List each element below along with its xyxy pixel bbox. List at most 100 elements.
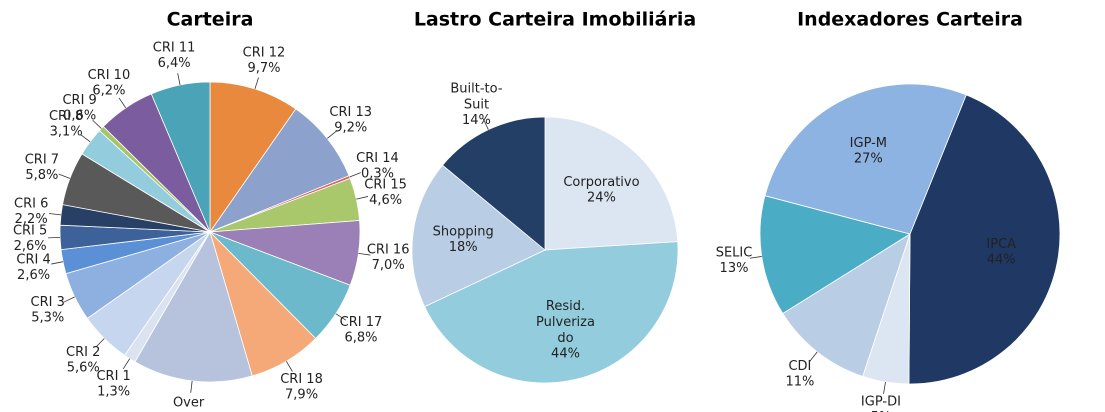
slice-label: CRI 13 (329, 104, 372, 119)
text-line: CRI 12 (243, 45, 286, 60)
value-label: 7,9% (285, 387, 318, 402)
text-line: Shopping (433, 224, 494, 239)
leader-line (63, 296, 75, 303)
leader-line (356, 196, 369, 200)
text-line: Built-to- (450, 81, 502, 96)
text-line: CRI 15 (364, 177, 407, 192)
leader-line (358, 252, 371, 256)
pie-slice (908, 94, 1061, 385)
leader-line (51, 261, 64, 265)
value-label: 9,2% (334, 120, 367, 135)
text-line: CRI 3 (31, 294, 65, 309)
leader-line (92, 119, 102, 129)
slice-label: CRI 6 (14, 196, 48, 211)
slice-label: Corporativo (563, 174, 639, 189)
text-line: IGP-DI (861, 394, 901, 409)
value-label: 24% (587, 190, 616, 205)
leader-line (809, 351, 818, 362)
value-label: 6,2% (92, 84, 125, 99)
value-label: 44% (551, 346, 580, 361)
slice-label: CRI 7 (25, 152, 59, 167)
chart-title: Indexadores Carteira (797, 9, 1023, 31)
chart-title: Carteira (167, 9, 254, 31)
pie-slice (782, 233, 911, 377)
text-line: Over (173, 395, 205, 410)
value-label: 4,6% (369, 193, 402, 208)
value-label: 2,6% (14, 239, 47, 254)
slice-label: SELIC (716, 245, 753, 260)
slice-label: CRI 3 (31, 294, 65, 309)
leader-line (482, 118, 489, 130)
slice-label: CRI 14 (356, 151, 399, 166)
text-line: CDI (788, 358, 811, 373)
slice-label: Over (173, 395, 205, 410)
leader-line (49, 213, 62, 216)
pie-slice (764, 83, 967, 235)
pie-slice (411, 164, 546, 308)
pie-slice (544, 116, 679, 251)
value-label: 7,0% (372, 258, 405, 273)
text-line: CRI 14 (356, 151, 399, 166)
value-label: 5,8% (25, 168, 58, 183)
value-label: 27% (854, 151, 883, 166)
leader-line (349, 172, 361, 178)
slice-label: CRI 2 (66, 344, 100, 359)
slice-label: CRI 15 (364, 177, 407, 192)
slice-label: Resid. Pulveriza do (536, 298, 595, 345)
chart-title: Lastro Carteira Imobiliária (414, 9, 696, 31)
slice-label: CRI 5 (13, 223, 47, 238)
text-line: CRI 16 (367, 242, 410, 257)
leader-line (58, 173, 71, 179)
slice-label: IPCA (986, 237, 1016, 252)
text-line: do (557, 330, 573, 345)
leader-line (177, 73, 181, 86)
slice-label: CDI (788, 358, 811, 373)
text-line: CRI 1 (96, 369, 130, 384)
text-line: CRI 11 (153, 40, 196, 55)
value-label: 9,7% (247, 61, 280, 76)
slice-label: IGP-M (850, 135, 887, 150)
value-label: 5,6% (67, 360, 100, 375)
text-line: CRI 6 (14, 196, 48, 211)
text-line: CRI 7 (25, 152, 59, 167)
leader-line (327, 130, 337, 139)
value-label: 18% (449, 240, 478, 255)
text-line: CRI 2 (66, 344, 100, 359)
text-line: CRI 17 (340, 315, 383, 330)
slice-label: CRI 17 (340, 315, 383, 330)
slice-label: CRI 10 (88, 68, 131, 83)
value-label: 0,6% (63, 108, 96, 123)
text-line: Pulveriza (536, 314, 595, 329)
pie-slice (208, 108, 350, 233)
leader-line (118, 97, 127, 109)
text-line: SELIC (716, 245, 753, 260)
pie-slice (209, 81, 297, 234)
value-label: 44% (987, 253, 1016, 268)
leader-line (749, 256, 762, 259)
text-line: Suit (464, 97, 489, 112)
value-label: 13% (720, 261, 749, 276)
text-line: CRI 10 (88, 68, 131, 83)
value-label: 3,1% (50, 124, 83, 139)
value-label: 2,6% (17, 268, 50, 283)
value-label: 0,3% (361, 167, 394, 182)
text-line: CRI 13 (329, 104, 372, 119)
value-label: 1,3% (97, 385, 130, 400)
slice-label: CRI 8 (49, 108, 83, 123)
leader-line (335, 313, 347, 321)
slice-label: CRI 1 (96, 369, 130, 384)
slice-label: CRI 18 (280, 371, 323, 386)
text-line: IGP-M (850, 135, 887, 150)
slice-label: CRI 4 (16, 252, 50, 267)
leader-line (122, 358, 131, 370)
slice-label: Built-to-Suit (450, 81, 502, 112)
leader-line (80, 134, 91, 143)
slice-label: IGP-DI (861, 394, 901, 409)
value-label: 14% (462, 113, 491, 128)
slice-label: CRI 11 (153, 40, 196, 55)
slice-label: CRI 12 (243, 45, 286, 60)
value-label: 5,3% (31, 310, 64, 325)
pie-slice (441, 116, 546, 251)
text-line: CRI 4 (16, 252, 50, 267)
